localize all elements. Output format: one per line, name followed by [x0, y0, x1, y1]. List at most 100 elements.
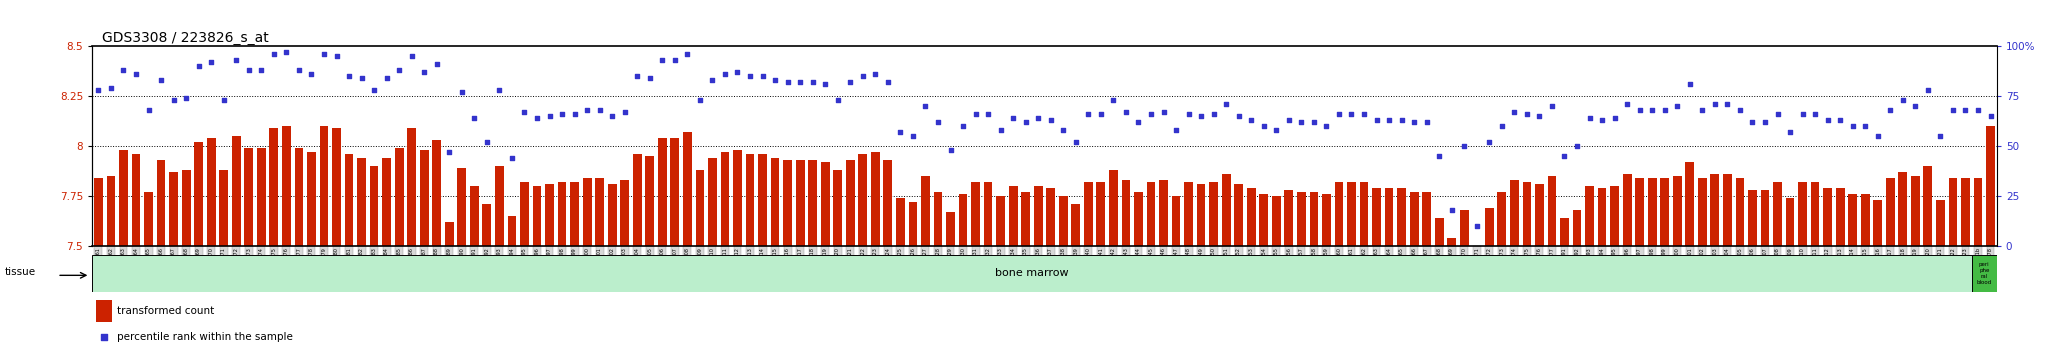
Bar: [1460, 210, 1468, 246]
Point: [809, 81, 842, 87]
Bar: [721, 152, 729, 246]
Bar: [356, 158, 367, 246]
Point: [1710, 101, 1743, 107]
Point: [709, 71, 741, 77]
Text: bone marrow: bone marrow: [995, 268, 1069, 279]
Point: [596, 113, 629, 119]
Point: [684, 97, 717, 103]
Bar: [946, 212, 954, 246]
Point: [1147, 109, 1180, 115]
Point: [821, 97, 854, 103]
Point: [1184, 113, 1217, 119]
Point: [1411, 119, 1444, 125]
Point: [1485, 123, 1518, 129]
Bar: [834, 170, 842, 246]
Point: [358, 87, 391, 93]
Bar: [295, 148, 303, 246]
Bar: [1962, 178, 1970, 246]
Point: [784, 79, 817, 85]
Bar: [1397, 188, 1407, 246]
Bar: [1923, 166, 1931, 246]
Point: [1874, 107, 1907, 113]
Bar: [182, 170, 190, 246]
Point: [745, 73, 778, 79]
Bar: [244, 148, 254, 246]
Bar: [1497, 192, 1505, 246]
Bar: [307, 152, 315, 246]
Point: [1636, 107, 1669, 113]
Bar: [1010, 186, 1018, 246]
Point: [1898, 103, 1931, 109]
Bar: [1722, 174, 1733, 246]
Bar: [1296, 192, 1307, 246]
Bar: [1798, 182, 1806, 246]
Bar: [569, 182, 580, 246]
Point: [545, 111, 578, 117]
Text: percentile rank within the sample: percentile rank within the sample: [117, 332, 293, 342]
Point: [182, 63, 215, 69]
Bar: [682, 132, 692, 246]
Bar: [709, 158, 717, 246]
Point: [1585, 117, 1618, 123]
Point: [1962, 107, 1995, 113]
Point: [170, 95, 203, 101]
Text: GDS3308 / 223826_s_at: GDS3308 / 223826_s_at: [102, 31, 268, 45]
Bar: [1634, 178, 1645, 246]
Bar: [1348, 182, 1356, 246]
Point: [1661, 103, 1694, 109]
Point: [909, 103, 942, 109]
Point: [858, 71, 891, 77]
Point: [432, 149, 465, 155]
Point: [1159, 127, 1192, 133]
Bar: [207, 138, 215, 246]
Bar: [1661, 178, 1669, 246]
Bar: [469, 186, 479, 246]
Bar: [995, 196, 1006, 246]
Bar: [420, 150, 428, 246]
Point: [1311, 123, 1343, 129]
Point: [319, 53, 352, 59]
Bar: [532, 186, 541, 246]
Bar: [797, 160, 805, 246]
Point: [520, 115, 553, 121]
Bar: [584, 178, 592, 246]
Bar: [870, 152, 881, 246]
Bar: [520, 182, 528, 246]
Point: [645, 57, 678, 63]
Point: [897, 133, 930, 139]
Point: [1335, 111, 1368, 117]
Bar: [1862, 194, 1870, 246]
Point: [571, 107, 604, 113]
Point: [459, 115, 492, 121]
Bar: [270, 128, 279, 246]
Bar: [1485, 208, 1493, 246]
Bar: [1710, 174, 1718, 246]
Point: [1198, 111, 1231, 117]
Bar: [1022, 192, 1030, 246]
Bar: [1034, 186, 1042, 246]
Bar: [94, 178, 102, 246]
Point: [946, 123, 979, 129]
Point: [1022, 115, 1055, 121]
Bar: [733, 150, 741, 246]
Bar: [758, 154, 766, 246]
Bar: [1898, 172, 1907, 246]
Bar: [1597, 188, 1606, 246]
Point: [1561, 143, 1593, 149]
Point: [885, 129, 918, 135]
Bar: [1585, 186, 1593, 246]
Point: [1886, 97, 1919, 103]
Bar: [1536, 184, 1544, 246]
Point: [307, 51, 340, 57]
Bar: [457, 168, 467, 246]
Bar: [545, 184, 553, 246]
Point: [1511, 111, 1544, 117]
Point: [1524, 113, 1556, 119]
Point: [1272, 117, 1305, 123]
Point: [383, 67, 416, 73]
Bar: [1473, 246, 1481, 256]
Bar: [1260, 194, 1268, 246]
Point: [1937, 107, 1970, 113]
Bar: [256, 148, 266, 246]
Bar: [383, 158, 391, 246]
